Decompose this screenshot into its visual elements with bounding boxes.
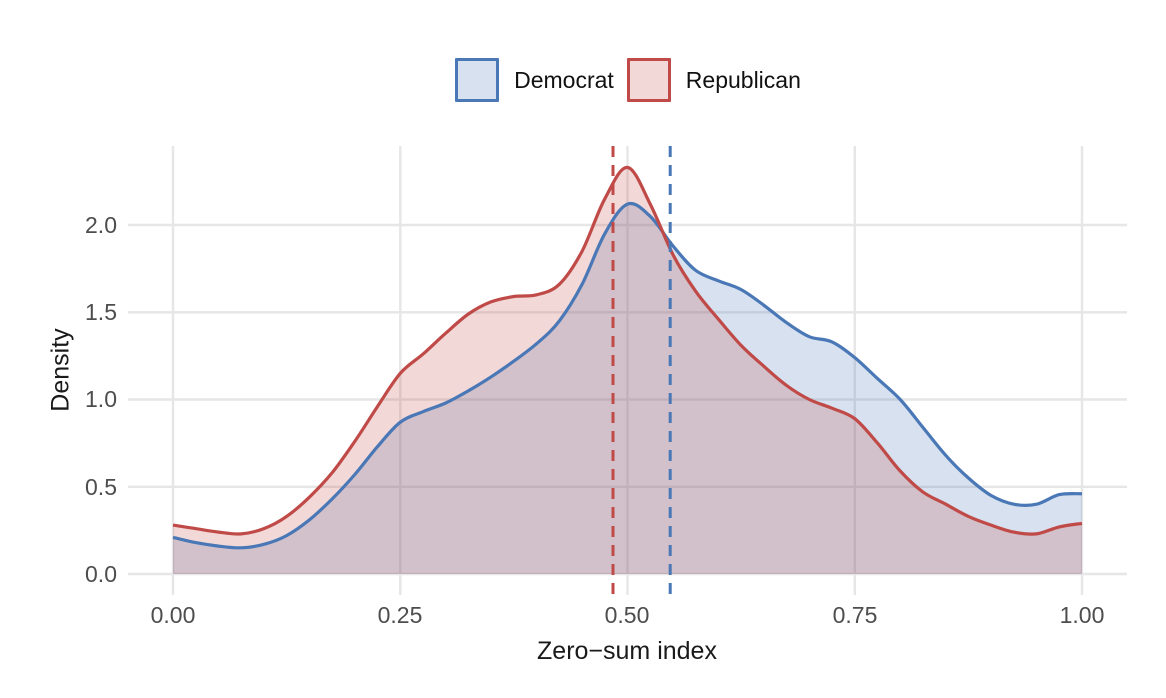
- y-tick-label: 0.0: [85, 561, 117, 587]
- gridlines: [128, 146, 1127, 595]
- democrat-legend-swatch: [455, 58, 500, 102]
- legend-item-democrat: Democrat: [455, 58, 614, 102]
- x-tick-label: 0.75: [832, 602, 878, 628]
- y-tick-label: 0.5: [85, 474, 117, 500]
- legend-label-republican: Republican: [685, 67, 801, 93]
- republican-density-line: [172, 165, 1083, 536]
- x-axis-title: Zero−sum index: [537, 637, 717, 665]
- republican-density-area: [173, 167, 1082, 574]
- x-tick-label: 1.00: [1059, 602, 1105, 628]
- republican-legend-swatch: [626, 58, 671, 102]
- democrat-density-area: [173, 203, 1082, 574]
- y-tick-label: 1.0: [85, 386, 117, 412]
- legend: Democrat Republican: [128, 54, 1128, 106]
- legend-label-democrat: Democrat: [514, 67, 614, 93]
- democrat-density-line: [172, 201, 1083, 550]
- y-tick-label: 1.5: [85, 299, 117, 325]
- y-tick-label: 2.0: [85, 212, 117, 238]
- legend-item-republican: Republican: [626, 58, 801, 102]
- x-tick-label: 0.00: [150, 602, 196, 628]
- x-tick-label: 0.50: [604, 602, 650, 628]
- x-tick-label: 0.25: [377, 602, 423, 628]
